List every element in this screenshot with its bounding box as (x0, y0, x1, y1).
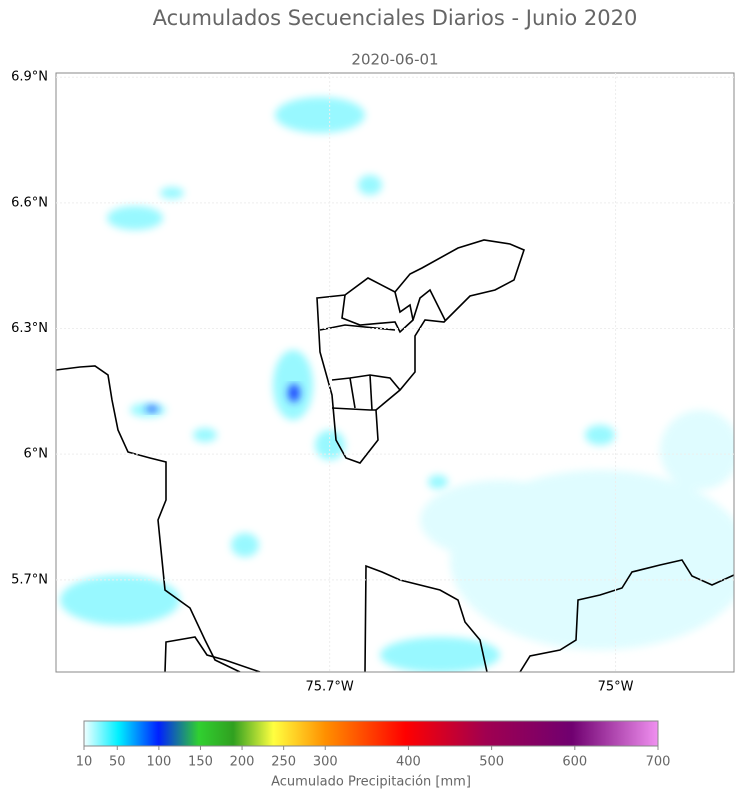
colorbar-tick-label: 500 (479, 755, 504, 770)
colorbar-tick-label: 100 (146, 755, 171, 770)
y-tick-label: 6.3°N (11, 321, 48, 336)
colorbar-label: Acumulado Precipitación [mm] (271, 775, 471, 790)
colorbar-tick-label: 300 (313, 755, 338, 770)
title: Acumulados Secuenciales Diarios - Junio … (153, 6, 638, 30)
y-tick-label: 5.7°N (11, 572, 48, 587)
x-tick-label: 75°W (598, 680, 634, 695)
colorbar-tick-label: 250 (271, 755, 296, 770)
x-tick-label: 75.7°W (305, 680, 353, 695)
colorbar-tick-label: 400 (396, 755, 421, 770)
y-tick-label: 6°N (24, 447, 49, 462)
colorbar (83, 720, 659, 747)
colorbar-tick-label: 10 (76, 755, 93, 770)
colorbar-tick-label: 200 (230, 755, 255, 770)
colorbar-tick-label: 700 (646, 755, 671, 770)
colorbar-tick-label: 600 (562, 755, 587, 770)
y-tick-label: 6.6°N (11, 195, 48, 210)
y-tick-label: 6.9°N (11, 70, 48, 85)
map-frame (55, 72, 735, 673)
colorbar-tick-label: 50 (109, 755, 126, 770)
precipitation-field (56, 97, 734, 672)
subtitle: 2020-06-01 (351, 51, 438, 69)
colorbar-tick-label: 150 (188, 755, 213, 770)
